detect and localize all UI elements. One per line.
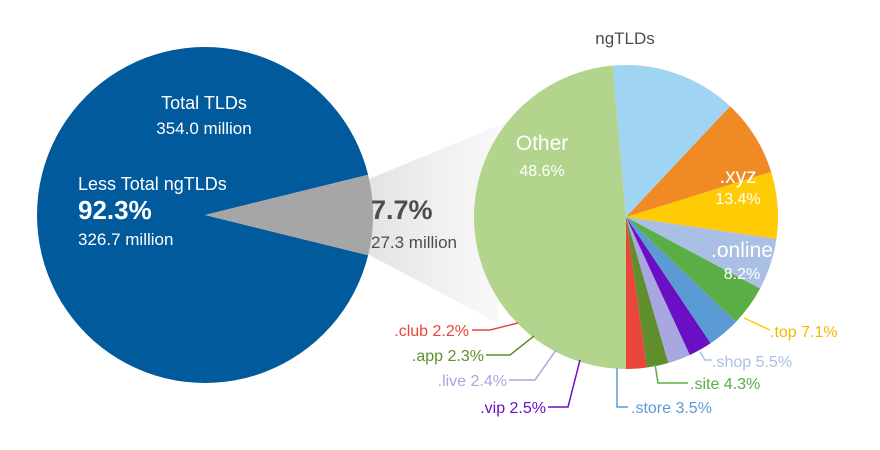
ngtlds-title: ngTLDs bbox=[595, 29, 655, 48]
slice-label-xyz-value: 13.4% bbox=[715, 191, 760, 208]
total-tlds-label: Total TLDs bbox=[161, 93, 247, 113]
slice-other bbox=[474, 65, 626, 369]
slice-label-online-value: 8.2% bbox=[724, 266, 760, 283]
leader-store bbox=[616, 368, 628, 408]
slice-less-total-ngtlds bbox=[37, 46, 369, 383]
slice-club bbox=[626, 217, 647, 369]
slice-vip bbox=[626, 217, 711, 355]
slice-label-online-name: .online bbox=[711, 239, 773, 262]
callout-vip: .vip 2.5% bbox=[480, 400, 546, 417]
less-ngtlds-label: Less Total ngTLDs bbox=[78, 174, 227, 194]
slice-site bbox=[626, 217, 761, 322]
slice-live bbox=[626, 217, 690, 363]
leader-lines bbox=[472, 317, 771, 408]
slice-shop bbox=[626, 217, 777, 289]
leader-vip bbox=[548, 359, 581, 408]
less-ngtlds-percent: 92.3% bbox=[78, 195, 152, 225]
callout-shop: .shop 5.5% bbox=[712, 354, 792, 371]
callout-club: .club 2.2% bbox=[394, 323, 469, 340]
leader-club bbox=[472, 322, 519, 331]
slice-label-other-name: Other bbox=[516, 132, 569, 155]
callout-site: .site 4.3% bbox=[690, 376, 760, 393]
callout-app: .app 2.3% bbox=[412, 348, 484, 365]
callout-live: .live 2.4% bbox=[438, 373, 507, 390]
leader-shop bbox=[699, 351, 712, 361]
slice-store bbox=[626, 217, 737, 344]
ngtlds-share-percent: 7.7% bbox=[371, 195, 433, 225]
callout-top: .top 7.1% bbox=[770, 324, 838, 341]
leader-top bbox=[743, 317, 771, 331]
leader-site bbox=[654, 363, 688, 384]
total-tlds-pie bbox=[37, 46, 374, 383]
slice-top bbox=[626, 171, 779, 239]
leader-app bbox=[486, 335, 535, 356]
slice-app bbox=[626, 217, 669, 368]
less-ngtlds-value: 326.7 million bbox=[78, 230, 173, 249]
ngtlds-share-value: 27.3 million bbox=[371, 233, 457, 252]
ngtlds-pie bbox=[474, 65, 779, 369]
slice-total-ngtlds bbox=[205, 174, 374, 256]
connector-band bbox=[352, 123, 505, 323]
slice-xyz bbox=[612, 65, 731, 218]
slice-online bbox=[626, 106, 772, 217]
callout-store: .store 3.5% bbox=[631, 400, 712, 417]
leader-live bbox=[509, 349, 557, 381]
total-tlds-value: 354.0 million bbox=[156, 119, 251, 138]
slice-label-xyz-name: .xyz bbox=[719, 165, 756, 188]
slice-label-other-value: 48.6% bbox=[519, 163, 564, 180]
